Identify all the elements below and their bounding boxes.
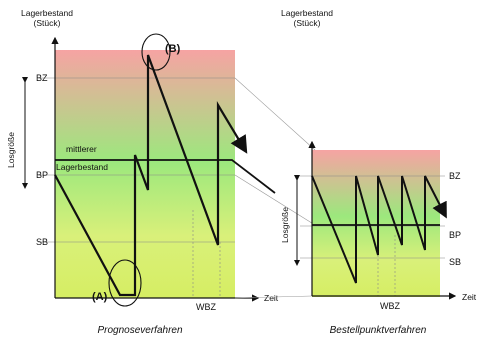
right-tick-sb: SB [449,257,461,267]
right-ylabel-2: (Stück) [294,18,321,28]
left-batch-label: Losgröße [6,132,16,168]
marker-a-circle [108,259,142,307]
left-chart: Losgröße Lagerbestand (Stück) BZ BP SB m… [6,8,279,336]
left-plot-background [55,50,235,298]
left-xlabel: Zeit [264,293,279,303]
connector-top [234,77,316,151]
left-tick-sb: SB [36,237,48,247]
left-ylabel-1: Lagerbestand [21,8,73,18]
right-wbz-label: WBZ [380,301,400,311]
left-inventory-line [54,54,248,297]
left-tick-bz: BZ [36,73,48,83]
connector-bottom [234,295,313,299]
left-mean-label-1: mittlerer [66,144,97,154]
marker-b-label: (B) [165,43,181,55]
right-inventory-line [311,175,447,284]
connector-mid [234,174,316,226]
right-caption: Bestellpunktverfahren [330,325,427,336]
left-mean-label-2: Lagerbestand [56,162,108,172]
right-batch-label: Losgröße [280,207,290,243]
right-chart: Losgröße Lagerbestand (Stück) BZ BP SB W… [280,8,477,336]
right-ylabel-1: Lagerbestand [281,8,333,18]
left-caption: Prognoseverfahren [97,325,182,336]
marker-b-circle [141,33,171,71]
marker-a-label: (A) [92,291,108,303]
left-ylabel-2: (Stück) [34,18,61,28]
left-wbz-label: WBZ [196,302,216,312]
left-mean-line [55,159,276,194]
left-tick-bp: BP [36,170,48,180]
right-tick-bz: BZ [449,171,461,181]
right-xlabel: Zeit [462,292,477,302]
right-tick-bp: BP [449,230,461,240]
right-plot-background [312,150,440,297]
